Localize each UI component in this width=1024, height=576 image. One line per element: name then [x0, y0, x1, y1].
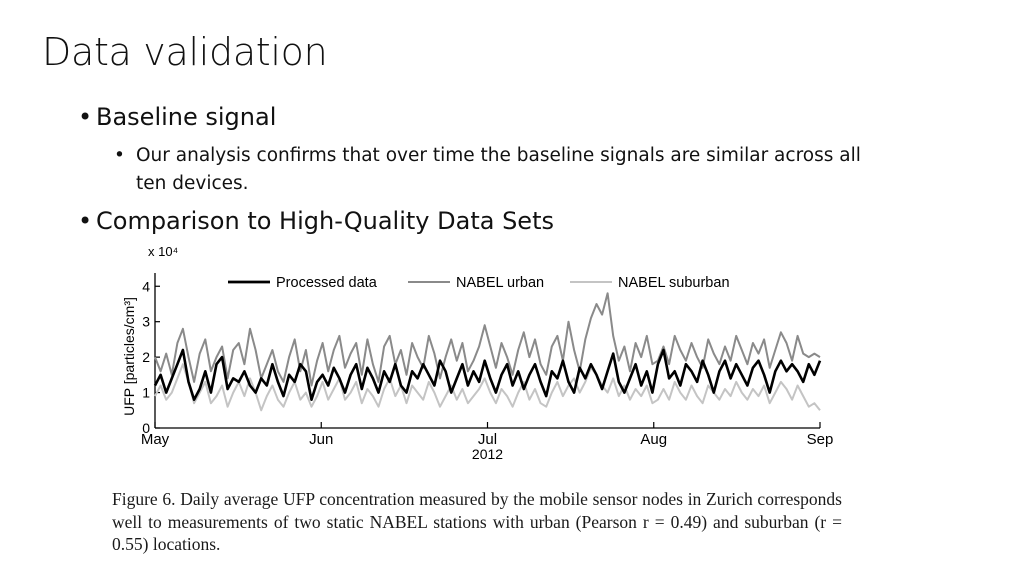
bullet-baseline-signal: • Baseline signal — [78, 103, 276, 131]
ufp-line-chart: 0 1 2 3 4 x 10⁴ UFP [particles/cm³]May Jun Jul Au… — [121, 244, 834, 462]
figure-chart: 0 1 2 3 4 x 10⁴ UFP [particles/cm³] May Jun Jul Au… — [108, 240, 848, 565]
y-tick-label: 2 — [142, 349, 150, 365]
bullet-marker: • — [114, 145, 125, 166]
series-line-nabel-suburban — [154, 363, 821, 412]
bullet-text-continued: ten devices. — [136, 173, 249, 194]
series-line-nabel-urban — [154, 292, 821, 387]
legend-label: Processed data — [276, 275, 378, 291]
bullet-text: Our analysis confirms that over time the… — [136, 145, 861, 166]
sub-bullet-analysis: • Our analysis confirms that over time th… — [114, 142, 974, 198]
x-tick-label: Sep — [807, 431, 834, 448]
bullet-marker: • — [78, 103, 93, 131]
x-tick-label: Jun — [309, 431, 333, 448]
y-tick-label: 1 — [142, 385, 150, 401]
y-tick-label: 4 — [142, 278, 150, 294]
bullet-text: Comparison to High-Quality Data Sets — [96, 207, 554, 235]
x-tick-label: May — [141, 431, 170, 448]
y-axis-label: UFP [particles/cm³] — [121, 297, 137, 416]
x-tick-label: Jul — [478, 431, 497, 448]
x-sublabel: 2012 — [472, 446, 503, 462]
series-line-processed-data — [153, 348, 822, 401]
y-tick-label: 3 — [142, 314, 150, 330]
y-tick-label: 0 — [142, 420, 150, 436]
bullet-comparison: • Comparison to High-Quality Data Sets — [78, 207, 554, 235]
bullet-text: Baseline signal — [96, 103, 277, 131]
x-tick-label: Aug — [640, 431, 667, 448]
figure-caption: Figure 6. Daily average UFP concentratio… — [112, 489, 842, 554]
slide-title: Data validation — [42, 30, 328, 74]
y-exponent-label: x 10⁴ — [148, 244, 178, 259]
bullet-marker: • — [78, 207, 93, 235]
legend-label: NABEL urban — [456, 275, 544, 291]
legend-label: NABEL suburban — [618, 275, 730, 291]
